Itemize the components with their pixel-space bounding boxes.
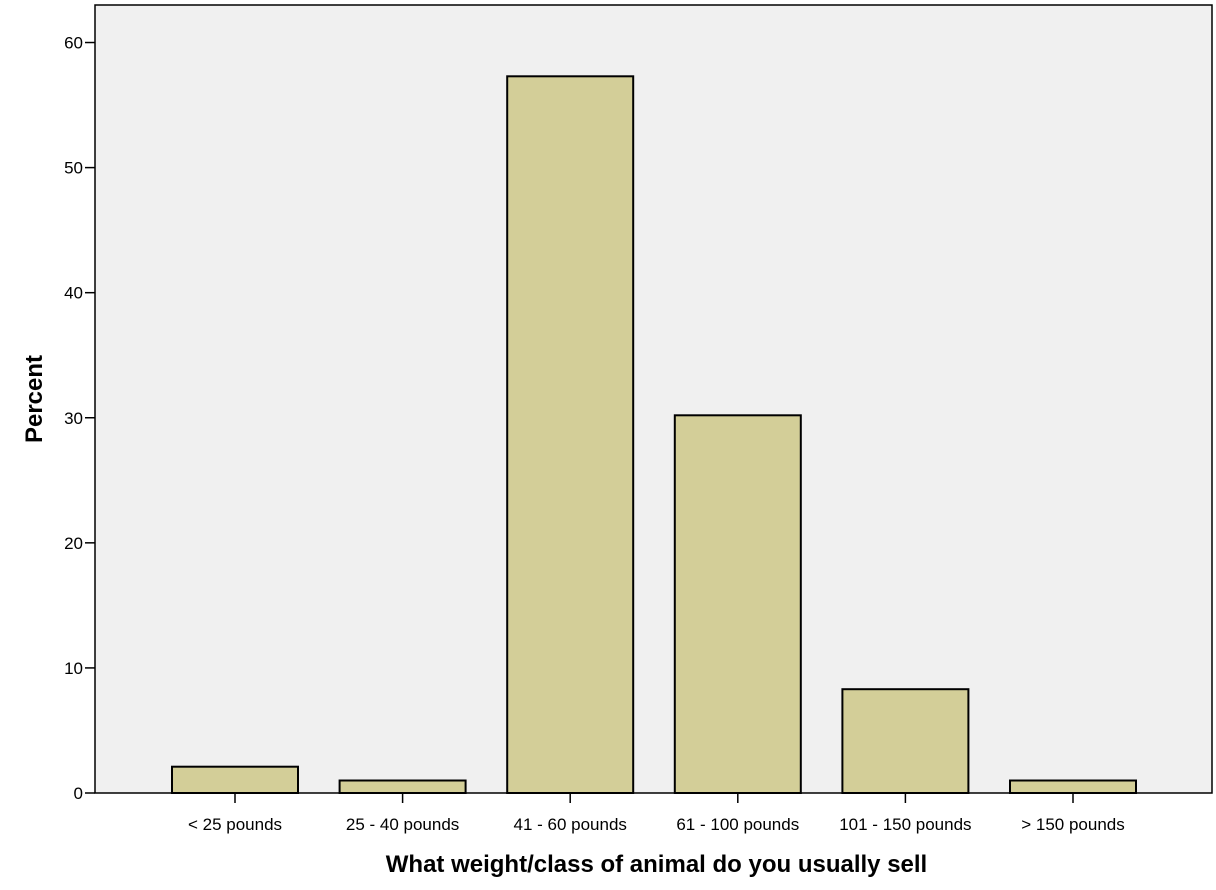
bar-5 bbox=[1009, 779, 1137, 794]
bar-0 bbox=[171, 765, 299, 795]
x-tick-label-3: 61 - 100 pounds bbox=[676, 815, 799, 834]
bars-group bbox=[171, 75, 1137, 795]
bar-4 bbox=[841, 688, 970, 795]
y-tick-label-4: 40 bbox=[64, 284, 83, 303]
bar-2 bbox=[506, 75, 635, 795]
y-tick-label-0: 0 bbox=[74, 784, 83, 803]
y-tick-label-6: 60 bbox=[64, 34, 83, 53]
y-tick-label-1: 10 bbox=[64, 659, 83, 678]
bar-3 bbox=[673, 414, 802, 794]
x-axis-title: What weight/class of animal do you usual… bbox=[386, 851, 927, 878]
x-tick-label-2: 41 - 60 pounds bbox=[513, 815, 626, 834]
x-tick-label-1: 25 - 40 pounds bbox=[346, 815, 459, 834]
x-tick-label-5: > 150 pounds bbox=[1021, 815, 1125, 834]
y-tick-label-2: 20 bbox=[64, 534, 83, 553]
x-tick-label-4: 101 - 150 pounds bbox=[839, 815, 971, 834]
axes-group bbox=[94, 4, 1213, 794]
plot-area bbox=[95, 5, 1212, 793]
plot-frame bbox=[94, 4, 1213, 794]
y-tick-label-5: 50 bbox=[64, 159, 83, 178]
y-axis-title: Percent bbox=[21, 355, 48, 443]
ticks-group: 0 10 20 30 40 50 60 < 25 pounds 25 - 40 pounds 41… bbox=[64, 34, 1125, 834]
x-tick-label-0: < 25 pounds bbox=[188, 815, 282, 834]
y-tick-label-3: 30 bbox=[64, 409, 83, 428]
bar-1 bbox=[338, 779, 467, 794]
